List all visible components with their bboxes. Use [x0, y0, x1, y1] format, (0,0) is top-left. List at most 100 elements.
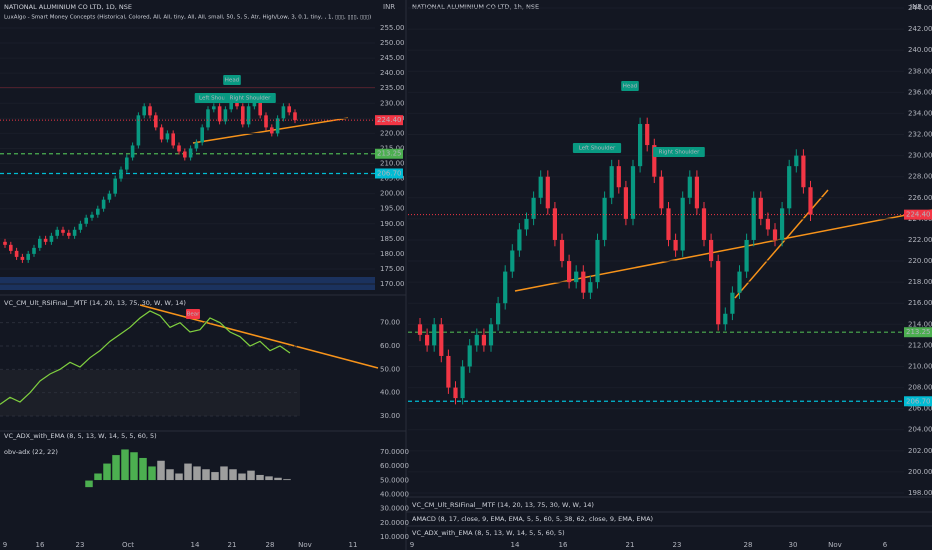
time-label: 23 — [76, 541, 85, 549]
left-title: NATIONAL ALUMINIUM CO LTD, 1D, NSE — [4, 3, 132, 11]
price-tick-label: 234.00 — [908, 109, 932, 117]
price-tick-label: 210.00 — [908, 362, 932, 370]
candle-body — [758, 197, 763, 219]
candle-body — [159, 127, 164, 140]
candle-body — [61, 229, 65, 233]
candle-body — [503, 271, 508, 304]
candle-body — [765, 218, 770, 230]
candle-body — [142, 106, 146, 116]
adx-bar — [174, 473, 184, 481]
adx-bar — [165, 468, 175, 481]
candle-body — [680, 197, 685, 251]
candle-body — [574, 271, 579, 283]
candle-body — [130, 145, 135, 158]
level-tag — [904, 327, 932, 338]
candle-body — [517, 229, 522, 251]
adx-bar — [84, 480, 94, 488]
candle-body — [787, 166, 792, 209]
candle-body — [96, 208, 100, 215]
pattern-label-bg — [223, 75, 241, 85]
time-label: Nov — [828, 541, 842, 549]
candle-body — [194, 142, 199, 149]
candle-body — [723, 313, 728, 325]
adx-bar — [192, 465, 202, 481]
price-tick-label: 250.00 — [380, 39, 405, 47]
adx-bar — [228, 468, 238, 481]
candle-body — [645, 123, 650, 146]
candle-body — [72, 229, 77, 236]
time-label: 16 — [36, 541, 45, 549]
candle-body — [275, 118, 280, 134]
price-tick-label: 200.00 — [908, 468, 932, 476]
last-price-text: 224.40 — [377, 116, 402, 124]
time-label: 6 — [883, 541, 888, 549]
candle-body — [609, 166, 614, 198]
time-label: 23 — [673, 541, 682, 549]
price-tick-label: 226.00 — [908, 194, 932, 202]
pattern-label-bg — [653, 147, 705, 157]
indicator-label: AMACD (8, 17, close, 9, EMA, EMA, 5, 5, … — [412, 515, 653, 523]
candle-body — [223, 109, 228, 122]
price-tick-label: 244.00 — [908, 4, 932, 12]
adx-tick-label: 10.0000 — [380, 533, 409, 541]
time-label: 9 — [3, 541, 7, 549]
time-label: 11 — [349, 541, 358, 549]
price-tick-label: 190.00 — [380, 220, 405, 228]
adx-bar — [129, 451, 139, 481]
candle-body — [751, 197, 756, 240]
candle-body — [206, 109, 210, 128]
rsi-tick-label: 70.00 — [380, 319, 400, 327]
candle-body — [229, 97, 233, 110]
price-tick-label: 215.00 — [380, 144, 405, 152]
candle-body — [217, 106, 222, 122]
adx-bar — [210, 471, 220, 481]
candle-body — [737, 271, 742, 293]
candle-body — [177, 145, 181, 152]
candle-body — [125, 157, 129, 170]
adx-bar — [111, 454, 121, 481]
adx-tick-label: 30.0000 — [380, 505, 409, 513]
candle-body — [588, 282, 593, 293]
candle-body — [212, 106, 216, 110]
adx-bar — [93, 473, 103, 481]
candle-body — [148, 106, 152, 116]
price-tick-label: 230.00 — [908, 152, 932, 160]
price-tick-label: 198.00 — [908, 489, 932, 497]
candle-body — [200, 127, 204, 143]
candle-body — [581, 271, 586, 293]
time-label: 28 — [744, 541, 753, 549]
pattern-label-bg — [572, 143, 622, 153]
adx-bar — [156, 460, 166, 481]
price-tick-label: 242.00 — [908, 25, 932, 33]
rsi-signal-bg — [186, 309, 200, 319]
price-tick-label: 180.00 — [380, 250, 405, 258]
adx-sub-label: obv-adx (22, 22) — [4, 448, 58, 456]
price-tick-label: 210.00 — [380, 160, 405, 168]
candle-body — [67, 232, 71, 236]
price-tick-label: 236.00 — [908, 88, 932, 96]
candle-body — [165, 133, 170, 140]
candle-body — [524, 218, 529, 230]
price-tick-label: 238.00 — [908, 67, 932, 75]
adx-bar — [120, 448, 130, 481]
adx-bar — [138, 457, 148, 481]
candle-body — [638, 123, 643, 167]
price-tick-label: 204.00 — [908, 426, 932, 434]
time-label: Nov — [298, 541, 312, 549]
right-title: NATIONAL ALUMINIUM CO LTD, 1h, NSE — [412, 3, 539, 11]
candle-body — [417, 324, 423, 335]
candle-body — [453, 387, 458, 399]
price-tick-label: 232.00 — [908, 131, 932, 139]
adx-bar — [147, 465, 157, 481]
candle-body — [545, 176, 550, 209]
price-tick-label: 218.00 — [908, 278, 932, 286]
rsi-tick-label: 30.00 — [380, 412, 400, 420]
candle-body — [780, 208, 785, 240]
pattern-label-bg — [224, 93, 276, 103]
candle-body — [101, 199, 106, 209]
price-tick-label: 255.00 — [380, 24, 405, 32]
candle-body — [154, 115, 158, 128]
rsi-trendline — [139, 304, 379, 369]
candle-body — [652, 145, 657, 177]
adx-tick-label: 40.0000 — [380, 491, 409, 499]
